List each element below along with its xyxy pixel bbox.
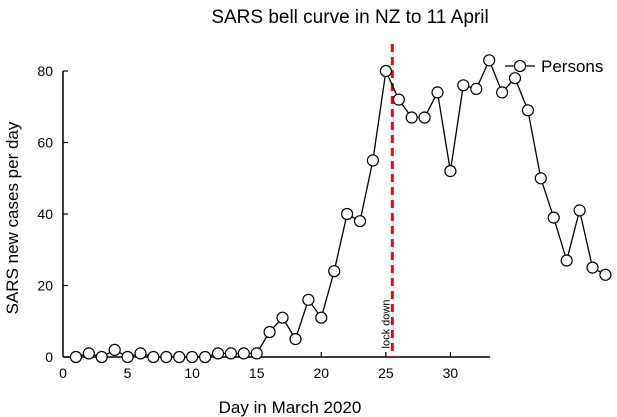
data-point (134, 347, 147, 360)
data-point (199, 350, 212, 364)
y-tick-label: 20 (37, 278, 53, 294)
data-point (211, 347, 225, 360)
series-points-persons (69, 54, 612, 364)
data-point (276, 311, 289, 324)
data-point (108, 343, 121, 356)
annotation-layer: lock down (380, 44, 394, 357)
chart-title: SARS bell curve in NZ to 11 April (211, 7, 488, 28)
data-point (457, 79, 470, 92)
x-tick-label: 20 (313, 365, 329, 381)
y-tick-label: 40 (37, 206, 53, 222)
data-point (599, 268, 612, 281)
data-point (224, 347, 237, 360)
x-axis-label: Day in March 2020 (219, 398, 362, 417)
data-point (341, 207, 354, 221)
data-point (392, 93, 405, 106)
data-point (237, 347, 250, 360)
data-point (263, 325, 276, 339)
data-point (82, 347, 95, 360)
x-ticks: 0 5 10 15 20 25 30 (59, 352, 458, 381)
y-tick-label: 80 (37, 63, 53, 79)
data-point (379, 64, 392, 78)
data-point (173, 350, 186, 364)
data-point (483, 54, 496, 67)
data-point (121, 350, 134, 364)
legend-marker (513, 59, 527, 73)
legend-label-persons: Persons (541, 57, 603, 76)
x-tick-label: 10 (184, 365, 200, 381)
data-point (431, 86, 444, 99)
x-tick-label: 30 (443, 365, 459, 381)
x-tick-label: 15 (249, 365, 265, 381)
data-point (573, 204, 586, 217)
y-tick-label: 60 (37, 135, 53, 151)
data-point (328, 265, 341, 278)
data-point (315, 311, 328, 324)
data-point (560, 254, 573, 267)
data-point (250, 347, 263, 360)
series-layer (69, 54, 612, 364)
x-tick-label: 0 (59, 365, 67, 381)
y-axis-label: SARS new cases per day (3, 121, 22, 314)
data-point (160, 350, 173, 364)
data-point (444, 165, 457, 178)
lockdown-label: lock down (380, 300, 392, 349)
data-point (496, 86, 509, 99)
data-point (353, 215, 367, 228)
data-point (405, 111, 418, 124)
x-tick-label: 5 (124, 365, 132, 381)
y-tick-label: 0 (45, 349, 53, 365)
x-tick-label: 25 (378, 365, 394, 381)
y-ticks: 0 20 40 60 80 (37, 63, 68, 365)
data-point (534, 172, 547, 185)
data-point (521, 104, 535, 117)
data-point (586, 261, 599, 274)
data-point (95, 350, 108, 364)
data-point (547, 211, 560, 224)
data-point (147, 350, 160, 364)
data-point (508, 72, 522, 85)
data-point (69, 350, 83, 364)
data-point (302, 293, 315, 306)
data-point (366, 154, 379, 167)
legend: Persons (505, 57, 603, 76)
data-point (470, 82, 483, 96)
data-point (289, 333, 302, 346)
data-point (186, 350, 199, 364)
data-point (418, 111, 431, 124)
